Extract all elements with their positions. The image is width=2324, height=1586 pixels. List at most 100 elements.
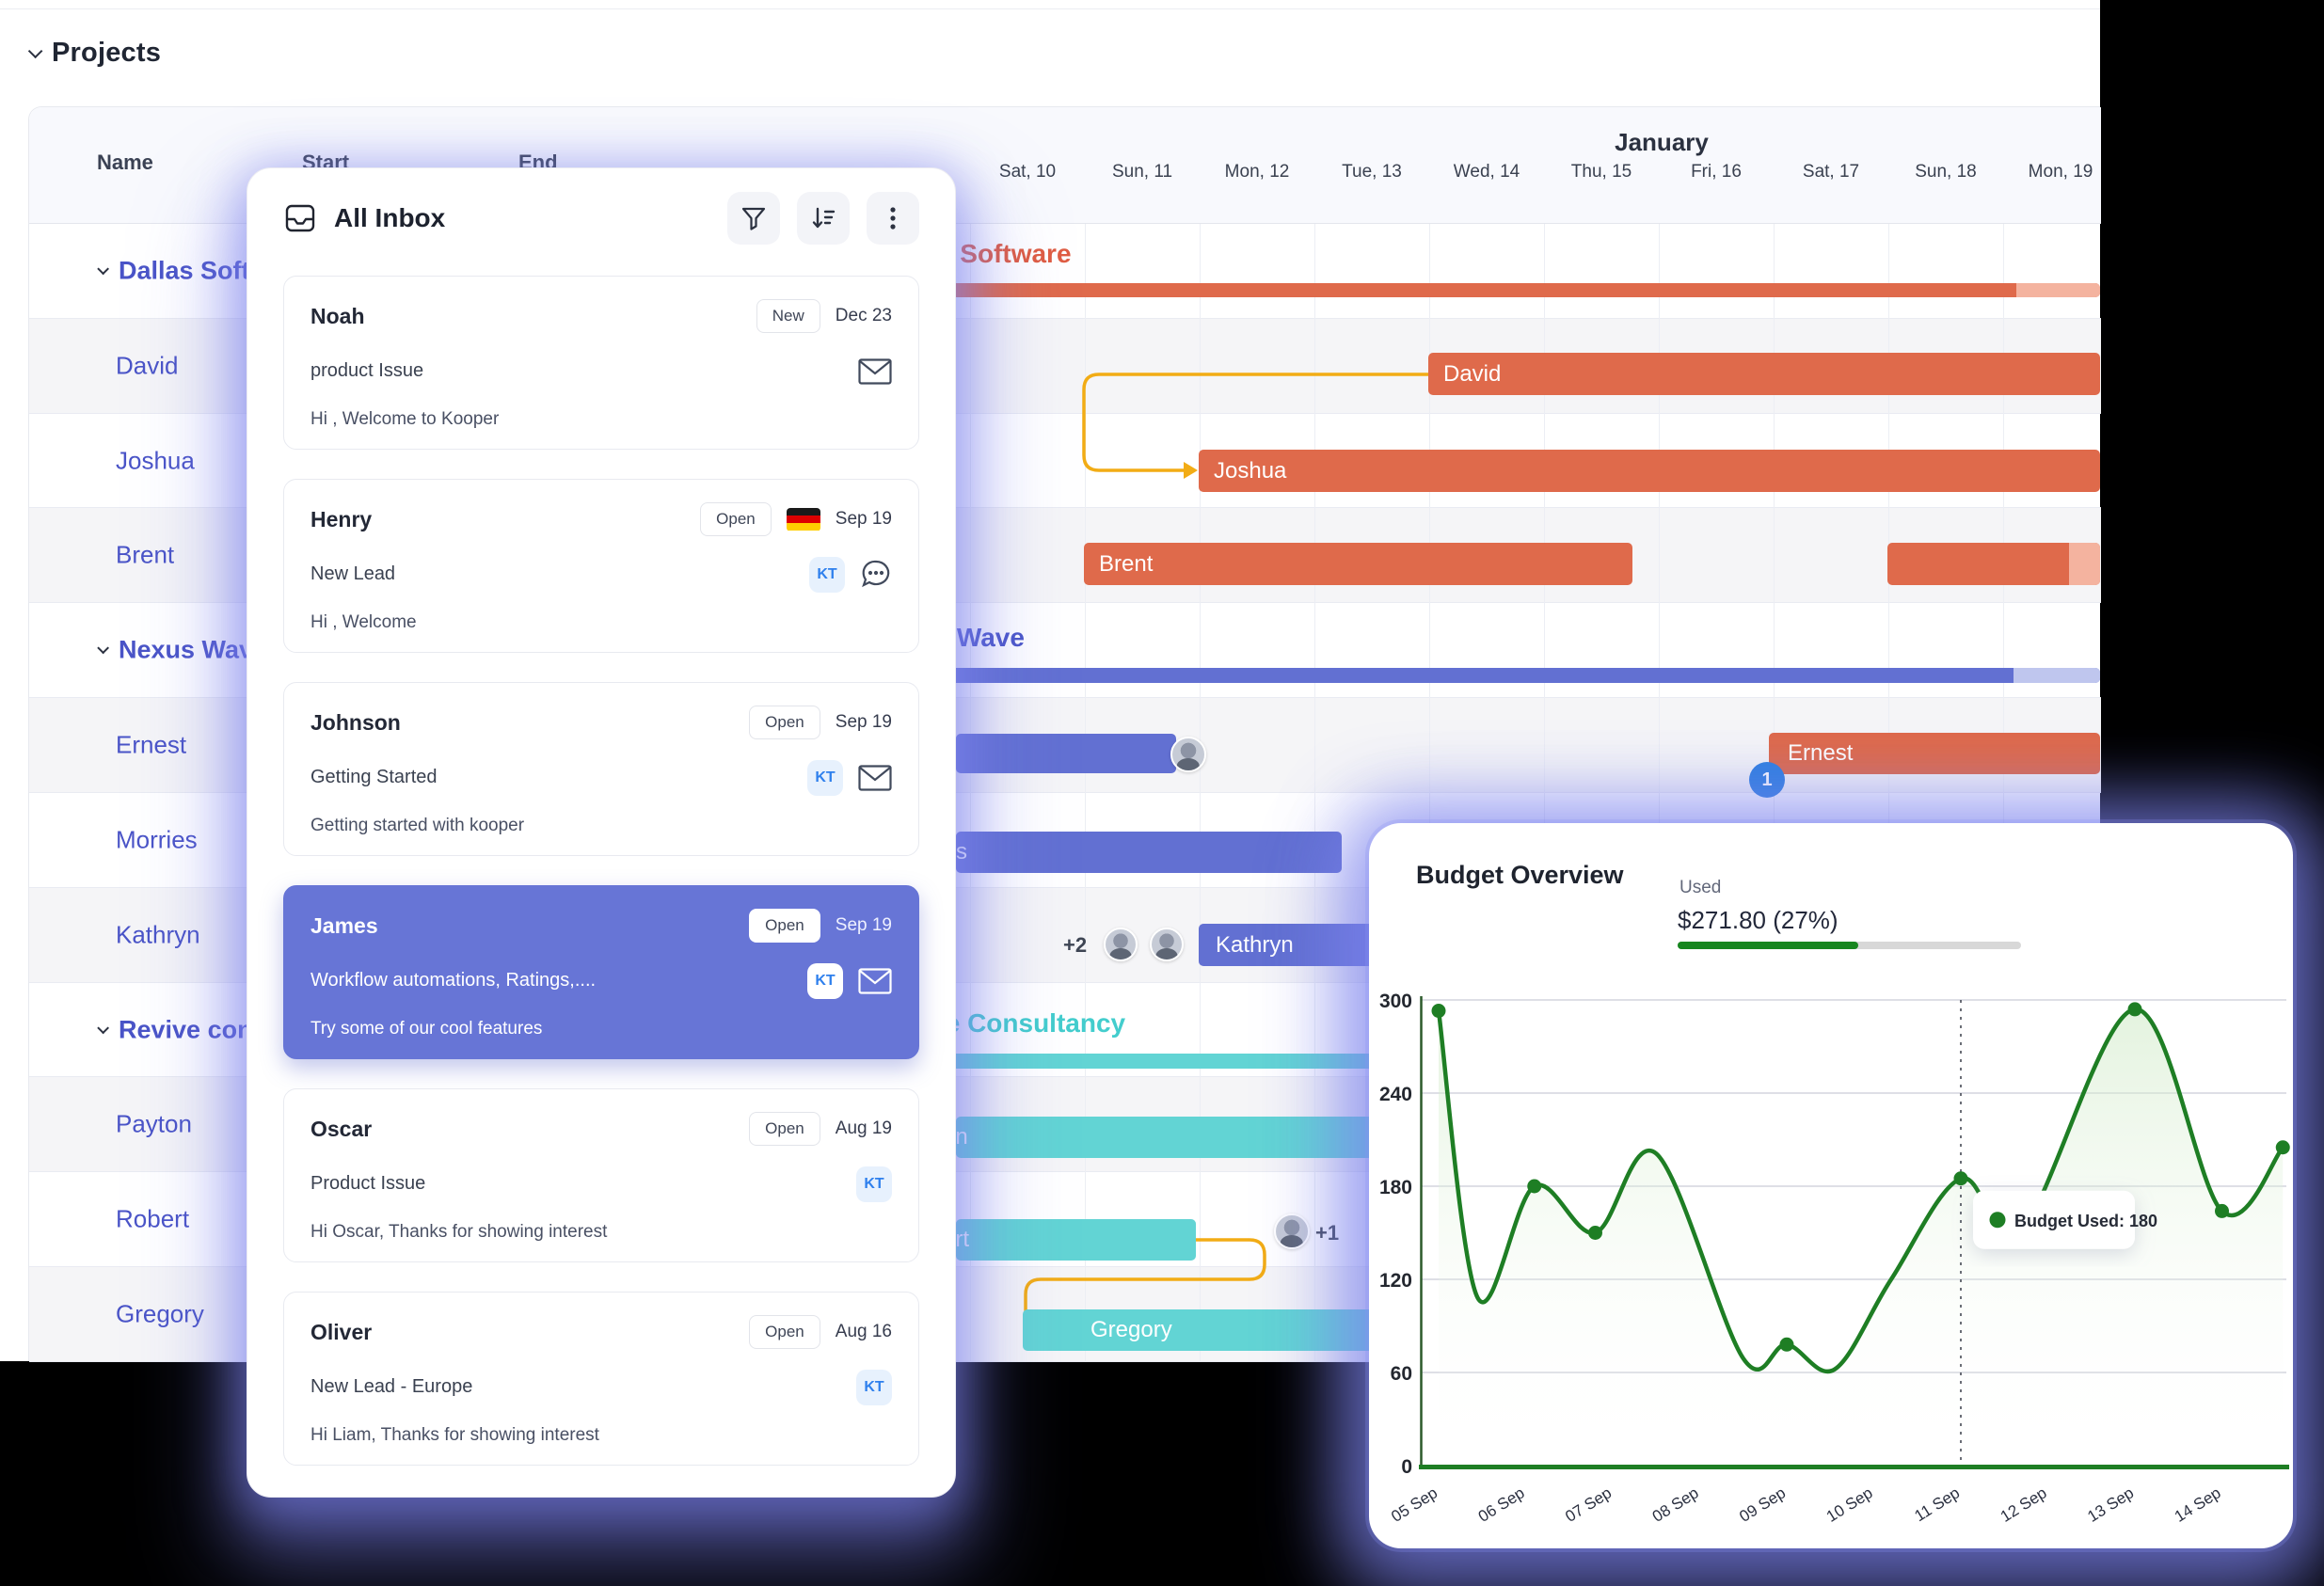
gantt-gridline [1200, 224, 1201, 1362]
inbox-item-subject-row: product Issue [310, 357, 892, 385]
column-header-name[interactable]: Name [97, 151, 153, 174]
message-date: Sep 19 [835, 915, 892, 935]
inbox-item-oliver[interactable]: Oliver Open Aug 16 New Lead - Europe KT Hi Li… [283, 1292, 919, 1466]
gantt-bar-label: Joshua [1214, 457, 1287, 484]
budget-progress-fill [1678, 942, 1858, 949]
kt-badge[interactable]: KT [807, 759, 843, 796]
status-badge[interactable]: Open [700, 502, 772, 536]
data-point-205[interactable] [2275, 1140, 2290, 1155]
gantt-bar-brent-2[interactable] [1887, 543, 2100, 585]
kathryn-avatar-2[interactable] [1150, 928, 1184, 961]
inbox-header: All Inbox [283, 191, 919, 246]
x-tick-08-sep: 08 Sep [1649, 1483, 1702, 1526]
gantt-gridline [1085, 224, 1086, 1362]
message-subject: New Lead - Europe [310, 1376, 473, 1397]
gantt-bar-gregory[interactable]: Gregory [1023, 1309, 1374, 1351]
gantt-gridline [1314, 224, 1315, 1362]
data-point-150[interactable] [1588, 1226, 1602, 1240]
inbox-item-header: Noah New Dec 23 [310, 299, 892, 333]
data-point-164[interactable] [2215, 1203, 2229, 1218]
gantt-bar-joshua[interactable]: Joshua [1199, 450, 2100, 492]
gantt-bar-nexus-summary[interactable] [946, 668, 2100, 683]
table-row-morries[interactable]: Morries [29, 793, 2101, 888]
x-tick-06-sep: 06 Sep [1475, 1483, 1528, 1526]
gantt-bar-ernest-1[interactable] [956, 734, 1176, 773]
gantt-bar-dallas-summary[interactable] [946, 283, 2100, 297]
status-badge[interactable]: Open [749, 1315, 820, 1349]
status-badge[interactable]: Open [749, 706, 820, 739]
status-badge[interactable]: New [756, 299, 820, 333]
budget-chart: 0 60 120 180 240 300 05 Sep 06 Sep 07 Sep 08 Sep 0… [1379, 991, 2290, 1526]
kathryn-avatar-1[interactable] [1104, 928, 1138, 961]
inbox-item-oscar[interactable]: Oscar Open Aug 19 Product Issue KT Hi Oscar, … [283, 1088, 919, 1262]
status-badge[interactable]: Open [749, 1112, 820, 1146]
inbox-item-subject-row: Product Issue KT [310, 1166, 892, 1202]
table-row-robert[interactable]: Robert [29, 1172, 2101, 1268]
gantt-month-label: January [1615, 128, 1709, 156]
message-preview: Try some of our cool features [310, 1019, 543, 1039]
row-label-joshua: Joshua [116, 446, 195, 475]
gantt-bar-ernest-2[interactable]: Ernest [1769, 733, 2100, 774]
envelope-icon[interactable] [858, 967, 892, 994]
y-tick-300: 300 [1379, 991, 1412, 1012]
gantt-bar-label: Brent [1099, 550, 1154, 577]
inbox-item-header: Johnson Open Sep 19 [310, 706, 892, 739]
inbox-item-henry[interactable]: Henry Open Sep 19 New Lead KT Hi , Welcome [283, 479, 919, 653]
table-row-joshua[interactable]: Joshua [29, 414, 2101, 509]
inbox-item-header: Henry Open Sep 19 [310, 502, 892, 536]
page-title: Projects [52, 38, 162, 68]
gantt-bar-payton[interactable]: Payton [898, 1117, 1374, 1158]
more-options-button[interactable] [867, 192, 919, 245]
inbox-item-header: Oscar Open Aug 19 [310, 1112, 892, 1146]
inbox-item-james[interactable]: James Open Sep 19 Workflow automations, Rat… [283, 885, 919, 1059]
x-tick-07-sep: 07 Sep [1562, 1483, 1615, 1526]
message-icons: KT [856, 1166, 892, 1202]
inbox-item-johnson[interactable]: Johnson Open Sep 19 Getting Started KT Gettin… [283, 682, 919, 856]
sort-button[interactable] [797, 192, 850, 245]
tooltip-text: Budget Used: 180 [2014, 1212, 2157, 1230]
kt-badge[interactable]: KT [809, 556, 845, 593]
data-point-293[interactable] [1431, 1004, 1446, 1019]
notification-badge[interactable]: 1 [1749, 762, 1785, 798]
gantt-bar-brent-1[interactable]: Brent [1084, 543, 1632, 585]
status-badge[interactable]: Open [749, 909, 820, 943]
robert-more[interactable]: +1 [1315, 1221, 1340, 1245]
chat-icon[interactable] [860, 559, 892, 591]
y-tick-0: 0 [1401, 1456, 1412, 1478]
kt-badge[interactable]: KT [856, 1166, 892, 1202]
inbox-item-noah[interactable]: Noah New Dec 23 product Issue Hi , Welcome t… [283, 276, 919, 450]
sender-name: Henry [310, 506, 373, 531]
data-point-294[interactable] [2127, 1002, 2142, 1017]
data-point-78[interactable] [1779, 1337, 1794, 1352]
gantt-bar-progress-remainder [2016, 283, 2100, 297]
message-date: Sep 19 [835, 712, 892, 732]
message-subject: New Lead [310, 563, 396, 584]
message-subject: Getting Started [310, 767, 438, 787]
kt-badge[interactable]: KT [856, 1369, 892, 1405]
inbox-item-list: Noah New Dec 23 product Issue Hi , Welcome t… [283, 276, 919, 1466]
gantt-bar-david[interactable]: David [1428, 353, 2100, 395]
ernest-avatar[interactable] [1170, 737, 1206, 772]
y-tick-60: 60 [1391, 1363, 1412, 1385]
table-row-dallas-soft[interactable]: Dallas Soft.. [29, 224, 2101, 319]
data-point-185[interactable] [1953, 1171, 1968, 1186]
envelope-icon[interactable] [858, 357, 892, 385]
kt-badge[interactable]: KT [807, 962, 843, 999]
gantt-day-wed-14: Wed, 14 [1453, 162, 1520, 182]
kathryn-more[interactable]: +2 [1063, 933, 1088, 957]
message-preview: Hi , Welcome [310, 612, 417, 632]
x-tick-11-sep: 11 Sep [1911, 1483, 1963, 1525]
inbox-item-subject-row: Getting Started KT [310, 759, 892, 796]
gantt-day-mon-12: Mon, 12 [1224, 162, 1290, 182]
sender-name: Oscar [310, 1116, 373, 1141]
filter-button[interactable] [727, 192, 780, 245]
message-date: Aug 19 [835, 1118, 892, 1138]
gantt-bar-morries[interactable]: Morries [892, 832, 1342, 873]
table-row-nexus-wave[interactable]: Nexus Wave [29, 603, 2101, 699]
gantt-bar-label: Gregory [1090, 1317, 1172, 1342]
envelope-icon[interactable] [858, 764, 892, 791]
robert-avatar[interactable] [1274, 1213, 1310, 1249]
gantt-gridline [1544, 224, 1545, 1362]
gantt-bar-robert[interactable]: Robert [901, 1219, 1196, 1261]
data-point-180[interactable] [1527, 1179, 1542, 1194]
